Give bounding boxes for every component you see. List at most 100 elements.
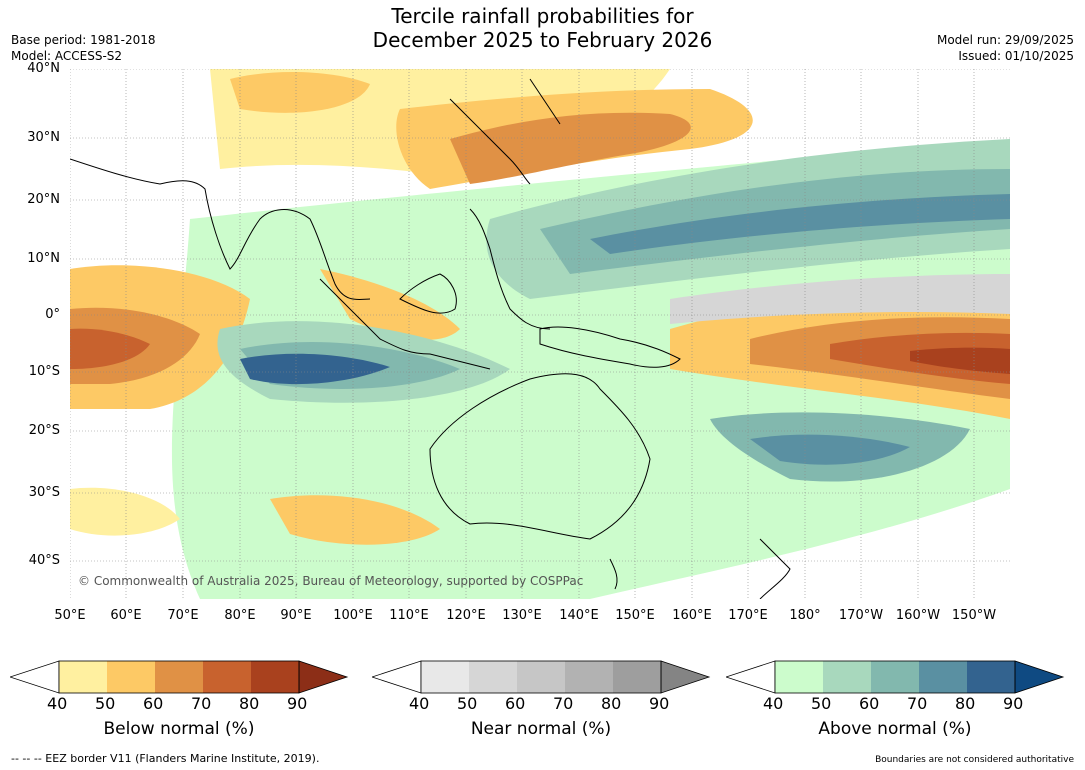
lon-label-130e: 130°E [502, 608, 542, 623]
model-name: Model: ACCESS-S2 [11, 49, 123, 63]
colorbar-below-70 [203, 661, 251, 693]
colorbar-above-tick-80: 80 [955, 694, 976, 713]
colorbar-below-frame [58, 660, 300, 694]
coast-china [449, 98, 531, 185]
lat-label-20s: 20°S [28, 423, 60, 438]
colorbar-above-lower-extend [726, 660, 776, 694]
colorbar-near-tick-70: 70 [553, 694, 574, 713]
rainfall-map: © Commonwealth of Australia 2025, Bureau… [70, 69, 1010, 599]
below-40-southwest [70, 487, 180, 536]
near-normal-strip [670, 274, 1010, 324]
colorbar-below-40 [59, 661, 107, 693]
colorbar-above-tick-60: 60 [859, 694, 880, 713]
colorbar-near-60 [517, 661, 565, 693]
colorbar-above-tick-90: 90 [1003, 694, 1024, 713]
above-70-sw-pacific [750, 434, 910, 465]
colorbar-above-60 [871, 661, 919, 693]
below-50-india-north [230, 72, 370, 113]
colorbar-near-80 [613, 661, 661, 693]
lon-label-80e: 80°E [224, 608, 256, 623]
colorbar-above-tick-70: 70 [907, 694, 928, 713]
colorbar-below-50 [107, 661, 155, 693]
colorbar-near-title: Near normal (%) [470, 719, 612, 739]
lon-label-150e: 150°E [615, 608, 655, 623]
colorbar-above-tick-40: 40 [763, 694, 784, 713]
below-50-south [270, 495, 440, 545]
colorbar-below-tick-80: 80 [239, 694, 260, 713]
lat-label-30n: 30°N [27, 130, 60, 145]
colorbar-near-tick-90: 90 [649, 694, 670, 713]
above-80-indian [240, 353, 390, 385]
coast-australia [429, 373, 651, 540]
lon-label-180: 180° [789, 608, 821, 623]
colorbar-below-60 [155, 661, 203, 693]
colorbar-near-tick-50: 50 [457, 694, 478, 713]
probability-shading [70, 69, 1010, 599]
colorbar-below-lower-extend [10, 660, 60, 694]
colorbar-near-tick-60: 60 [505, 694, 526, 713]
colorbar-near-lower-extend [372, 660, 422, 694]
lon-label-120e: 120°E [446, 608, 486, 623]
colorbar-below-tick-50: 50 [95, 694, 116, 713]
colorbar-above [726, 660, 1065, 694]
lon-label-150w: 150°W [951, 608, 997, 623]
colorbar-near-50 [469, 661, 517, 693]
colorbar-above-frame [774, 660, 1016, 694]
below-60-north [450, 112, 691, 184]
colorbar-near-40 [421, 661, 469, 693]
lon-label-160w: 160°W [895, 608, 941, 623]
copyright-text: © Commonwealth of Australia 2025, Bureau… [78, 574, 583, 588]
base-period: Base period: 1981-2018 [11, 33, 156, 47]
lat-label-40s: 40°S [28, 553, 60, 568]
lat-label-40n: 40°N [27, 61, 60, 76]
coast-south-asia [70, 158, 371, 301]
colorbar-below-tick-90: 90 [287, 694, 308, 713]
colorbar-above-50 [823, 661, 871, 693]
lon-label-170w: 170°W [838, 608, 884, 623]
colorbar-near-tick-40: 40 [409, 694, 430, 713]
colorbar-above-tick-50: 50 [811, 694, 832, 713]
colorbar-above-80 [967, 661, 1015, 693]
below-70-west [70, 328, 150, 369]
colorbar-near-tick-80: 80 [601, 694, 622, 713]
lon-label-140e: 140°E [559, 608, 599, 623]
colorbar-below-tick-60: 60 [143, 694, 164, 713]
above-70-north-pacific [590, 194, 1010, 254]
colorbar-below [10, 660, 349, 694]
coast-japan [529, 78, 561, 125]
lat-label-20n: 20°N [27, 192, 60, 207]
colorbar-below-tick-40: 40 [47, 694, 68, 713]
colorbar-near [372, 660, 711, 694]
meta-left: Base period: 1981-2018 Model: ACCESS-S2 [11, 32, 156, 64]
coastlines [70, 78, 791, 599]
lon-label-100e: 100°E [333, 608, 373, 623]
map-title: Tercile rainfall probabilities for Decem… [0, 4, 1085, 52]
colorbar-near-frame [420, 660, 662, 694]
coast-philippines [469, 208, 551, 330]
colorbar-near-upper-extend [660, 660, 711, 694]
colorbar-above-40 [775, 661, 823, 693]
lon-label-50e: 50°E [54, 608, 86, 623]
colorbar-above-upper-extend [1014, 660, 1065, 694]
colorbar-above-70 [919, 661, 967, 693]
eez-note: -- -- -- EEZ border V11 (Flanders Marine… [11, 752, 320, 765]
lon-label-60e: 60°E [110, 608, 142, 623]
colorbar-below-80 [251, 661, 299, 693]
colorbar-below-title: Below normal (%) [103, 719, 255, 739]
coast-new-zealand [759, 538, 791, 599]
coast-sumatra-java [319, 278, 491, 370]
title-line-2: December 2025 to February 2026 [372, 28, 713, 52]
colorbar-above-title: Above normal (%) [818, 719, 972, 739]
below-80-pacific [910, 347, 1010, 374]
issued-date: Issued: 01/10/2025 [958, 49, 1074, 63]
title-line-1: Tercile rainfall probabilities for [391, 4, 694, 28]
lon-label-90e: 90°E [280, 608, 312, 623]
colorbar-below-tick-70: 70 [191, 694, 212, 713]
lat-label-0: 0° [45, 307, 60, 322]
coast-tasmania [609, 558, 618, 590]
coast-new-guinea [539, 326, 681, 368]
lon-label-70e: 70°E [167, 608, 199, 623]
boundary-disclaimer: Boundaries are not considered authoritat… [875, 755, 1074, 765]
colorbar-near-70 [565, 661, 613, 693]
meta-right: Model run: 29/09/2025 Issued: 01/10/2025 [937, 32, 1074, 64]
